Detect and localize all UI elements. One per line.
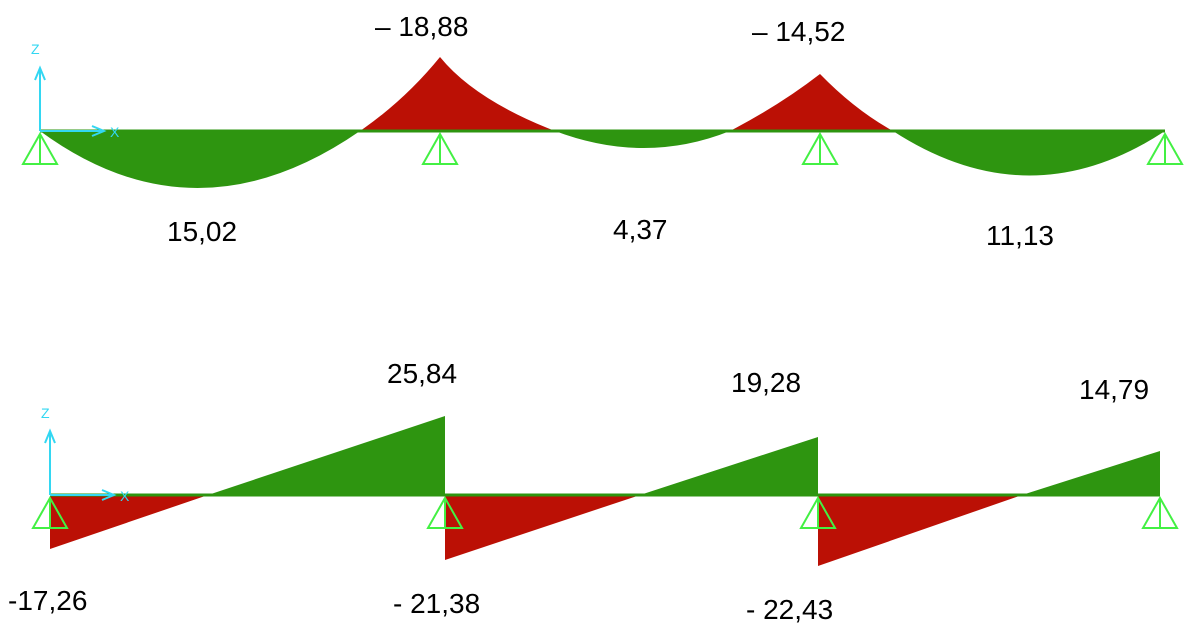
x-axis-label: X bbox=[110, 124, 120, 140]
shear-span1-negative bbox=[50, 495, 208, 549]
pin-support-icon bbox=[21, 131, 59, 165]
shear-value-span2-left: - 21,38 bbox=[393, 588, 480, 619]
moment-support3-negative bbox=[730, 74, 893, 131]
shear-span2-positive bbox=[640, 437, 818, 495]
z-axis-label: Z bbox=[41, 405, 50, 421]
pin-support-icon bbox=[31, 495, 69, 529]
moment-diagram: Z X – 18,88 – 14,52 15,02 4,37 11,13 bbox=[21, 11, 1184, 251]
shear-span3-positive bbox=[1022, 451, 1160, 495]
axes-triad-icon bbox=[44, 428, 117, 501]
x-axis-label: X bbox=[120, 488, 130, 504]
pin-support-icon bbox=[799, 495, 837, 529]
shear-value-span1-right: 25,84 bbox=[387, 358, 457, 389]
axes-triad-icon bbox=[34, 65, 107, 137]
shear-value-span1-left: -17,26 bbox=[8, 585, 87, 616]
shear-value-span2-right: 19,28 bbox=[731, 367, 801, 398]
moment-value-span3: 11,13 bbox=[986, 220, 1054, 251]
moment-value-support2: – 18,88 bbox=[375, 11, 468, 42]
pin-support-icon bbox=[426, 495, 464, 529]
shear-value-span3-left: - 22,43 bbox=[746, 594, 833, 625]
moment-support2-negative bbox=[360, 57, 555, 131]
pin-support-icon bbox=[1146, 131, 1184, 165]
pin-support-icon bbox=[421, 131, 459, 165]
pin-support-icon bbox=[801, 131, 839, 165]
moment-value-span1: 15,02 bbox=[167, 216, 237, 247]
moment-value-span2: 4,37 bbox=[613, 214, 668, 245]
shear-diagram: Z X 25,84 19,28 14,79 -17,26 - 21,38 - 2… bbox=[8, 358, 1179, 625]
moment-span2-positive bbox=[555, 131, 730, 148]
shear-span1-positive bbox=[208, 416, 445, 495]
shear-span3-negative bbox=[818, 495, 1022, 566]
moment-span1-positive bbox=[40, 131, 360, 188]
shear-span2-negative bbox=[445, 495, 640, 560]
pin-support-icon bbox=[1141, 495, 1179, 529]
moment-span3-positive bbox=[893, 131, 1165, 176]
z-axis-label: Z bbox=[31, 41, 40, 57]
moment-value-support3: – 14,52 bbox=[752, 16, 845, 47]
shear-value-span3-right: 14,79 bbox=[1079, 374, 1149, 405]
